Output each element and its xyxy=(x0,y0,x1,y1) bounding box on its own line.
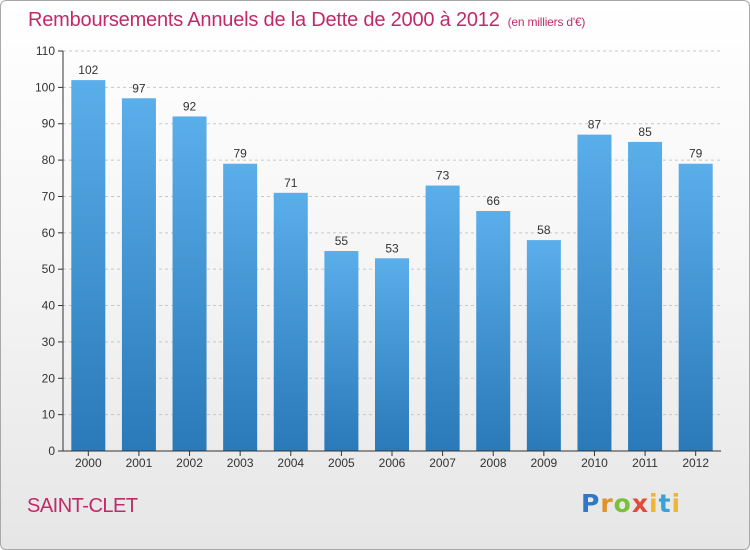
commune-name: SAINT-CLET xyxy=(27,495,138,517)
bar-2012 xyxy=(678,163,713,451)
logo-letter: i xyxy=(671,489,682,518)
y-tick-label: 100 xyxy=(35,80,55,94)
bar-2009 xyxy=(526,240,561,451)
bar-value-label: 102 xyxy=(78,63,98,77)
chart-title-text: Remboursements Annuels de la Dette de 20… xyxy=(28,9,500,31)
y-tick-label: 10 xyxy=(42,408,56,422)
y-tick-label: 30 xyxy=(42,335,56,349)
logo-letter: i xyxy=(649,489,659,518)
x-tick-label: 2011 xyxy=(632,456,658,470)
x-tick-label: 2012 xyxy=(682,456,709,470)
y-tick-label: 0 xyxy=(48,444,55,458)
y-tick-label: 80 xyxy=(42,153,56,167)
data-labels: 102 97 92 79 71 55 53 73 66 58 87 85 79 xyxy=(78,63,702,255)
y-tick-label: 70 xyxy=(42,189,56,203)
bar-2008 xyxy=(476,211,511,451)
bar-value-label: 71 xyxy=(284,176,298,190)
proxiti-logo[interactable]: Proxiti xyxy=(581,489,681,518)
bar-value-label: 87 xyxy=(588,118,602,132)
bar-2006 xyxy=(375,258,409,451)
y-tick-label: 50 xyxy=(42,262,56,276)
bar-value-label: 58 xyxy=(537,223,551,237)
y-tick-label: 60 xyxy=(42,226,56,240)
x-tick-label: 2008 xyxy=(480,456,507,470)
y-tick-label: 40 xyxy=(42,299,56,313)
x-tick-label: 2007 xyxy=(429,456,456,470)
bar-2000 xyxy=(71,80,106,451)
x-tick-label: 2009 xyxy=(530,456,557,470)
y-axis-ticks: 0 10 20 30 40 50 60 70 80 90 100 110 xyxy=(35,44,63,458)
bar-value-label: 73 xyxy=(436,169,450,183)
bar-value-label: 79 xyxy=(689,147,703,161)
logo-letter: o xyxy=(613,489,632,518)
y-tick-label: 20 xyxy=(42,371,56,385)
bar-2001 xyxy=(121,98,156,451)
bar-2002 xyxy=(172,116,207,452)
logo-letter: r xyxy=(600,489,614,518)
y-tick-label: 110 xyxy=(36,44,55,58)
chart-title: Remboursements Annuels de la Dette de 20… xyxy=(28,9,585,32)
x-tick-label: 2001 xyxy=(126,456,153,470)
x-tick-label: 2002 xyxy=(176,456,203,470)
bar-value-label: 55 xyxy=(335,234,349,248)
bar-2011 xyxy=(628,141,663,451)
bars xyxy=(71,80,713,452)
x-tick-label: 2000 xyxy=(75,456,102,470)
logo-letter: x xyxy=(631,489,649,518)
x-tick-label: 2005 xyxy=(328,456,355,470)
x-tick-label: 2004 xyxy=(277,456,304,470)
logo-letter: P xyxy=(581,489,601,518)
bar-2007 xyxy=(425,185,460,451)
x-tick-label: 2003 xyxy=(227,456,254,470)
bar-value-label: 66 xyxy=(487,194,501,208)
bar-value-label: 92 xyxy=(183,99,197,113)
x-axis-ticks: 2000 2001 2002 2003 2004 2005 2006 2007 2008 2009… xyxy=(75,451,709,470)
bar-2003 xyxy=(223,163,258,451)
bar-value-label: 79 xyxy=(233,147,247,161)
x-tick-label: 2010 xyxy=(581,456,608,470)
x-tick-label: 2006 xyxy=(379,456,406,470)
bar-value-label: 85 xyxy=(638,125,652,139)
bar-value-label: 53 xyxy=(385,241,399,255)
logo-letter: t xyxy=(658,489,672,518)
bar-2010 xyxy=(577,134,612,452)
bar-value-label: 97 xyxy=(132,81,146,95)
y-tick-label: 90 xyxy=(42,117,56,131)
bar-2005 xyxy=(324,251,359,451)
bar-2004 xyxy=(273,192,308,451)
chart-subtitle: (en milliers d'€) xyxy=(507,15,586,29)
